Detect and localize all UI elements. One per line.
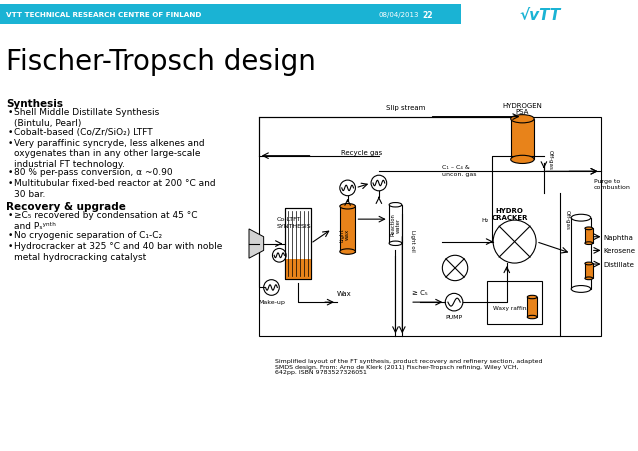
FancyBboxPatch shape (285, 259, 311, 279)
Ellipse shape (585, 277, 593, 280)
Ellipse shape (389, 203, 402, 207)
Text: •: • (8, 211, 13, 220)
Circle shape (493, 221, 536, 263)
FancyBboxPatch shape (487, 281, 542, 324)
Ellipse shape (340, 204, 355, 210)
Circle shape (442, 256, 468, 281)
FancyBboxPatch shape (0, 5, 623, 25)
Text: Very paraffinic syncryde, less alkenes and
oxygenates than in any other large-sc: Very paraffinic syncryde, less alkenes a… (13, 139, 204, 169)
Text: SYNTHESIS: SYNTHESIS (276, 224, 311, 229)
Text: 08/04/2013: 08/04/2013 (379, 12, 419, 18)
Text: Recycle gas: Recycle gas (341, 149, 382, 156)
Text: Light
wax: Light wax (339, 227, 350, 241)
Text: •: • (8, 242, 13, 251)
Text: H₂: H₂ (482, 218, 489, 223)
FancyBboxPatch shape (585, 229, 593, 244)
FancyBboxPatch shape (585, 264, 593, 279)
Text: Waxy raffinate: Waxy raffinate (493, 305, 536, 310)
Text: •: • (8, 168, 13, 177)
Text: Shell Middle Distillate Synthesis
(Bintulu, Pearl): Shell Middle Distillate Synthesis (Bintu… (13, 108, 159, 128)
Text: uncon. gas: uncon. gas (442, 172, 477, 177)
FancyBboxPatch shape (389, 205, 402, 244)
Ellipse shape (585, 227, 593, 230)
Ellipse shape (571, 215, 591, 221)
Text: PSA: PSA (516, 108, 529, 115)
Ellipse shape (571, 286, 591, 293)
Text: No cryogenic separation of C₁-C₂: No cryogenic separation of C₁-C₂ (13, 231, 162, 240)
Text: Make-up: Make-up (258, 299, 285, 304)
Ellipse shape (389, 242, 402, 246)
Text: Slip stream: Slip stream (385, 105, 425, 110)
Text: Multitubular fixed-bed reactor at 200 °C and
30 bar.: Multitubular fixed-bed reactor at 200 °C… (13, 179, 215, 198)
Text: CRACKER: CRACKER (491, 215, 528, 221)
FancyBboxPatch shape (510, 120, 534, 160)
Text: Co-LTFT: Co-LTFT (276, 217, 301, 222)
Text: •: • (8, 231, 13, 240)
Text: ≥ C₅: ≥ C₅ (412, 290, 427, 296)
Circle shape (371, 176, 387, 191)
Text: Distillate: Distillate (604, 262, 634, 267)
Text: Reaction
water: Reaction water (390, 213, 401, 236)
Text: ≥C₅ recovered by condensation at 45 °C
and Pₛʸⁿᵗʰ: ≥C₅ recovered by condensation at 45 °C a… (13, 211, 197, 230)
Text: 80 % per-pass conversion, α ~0.90: 80 % per-pass conversion, α ~0.90 (13, 168, 172, 177)
Text: HYDRO: HYDRO (496, 208, 524, 214)
Text: •: • (8, 128, 13, 137)
FancyBboxPatch shape (285, 209, 311, 279)
FancyBboxPatch shape (527, 297, 537, 318)
Ellipse shape (585, 262, 593, 265)
Text: Kerosene: Kerosene (604, 248, 635, 254)
Text: Cobalt-based (Co/Zr/SiO₂) LTFT: Cobalt-based (Co/Zr/SiO₂) LTFT (13, 128, 152, 137)
Text: •: • (8, 139, 13, 148)
Circle shape (263, 280, 279, 296)
Text: •: • (8, 179, 13, 188)
Text: VTT TECHNICAL RESEARCH CENTRE OF FINLAND: VTT TECHNICAL RESEARCH CENTRE OF FINLAND (6, 12, 201, 18)
Text: 22: 22 (423, 10, 433, 19)
Polygon shape (249, 230, 263, 258)
Text: Naphtha: Naphtha (604, 234, 634, 240)
Ellipse shape (510, 156, 534, 164)
Text: Wax: Wax (337, 290, 352, 297)
Text: C₁ – C₄ &: C₁ – C₄ & (442, 165, 470, 170)
Ellipse shape (510, 115, 534, 124)
Text: HYDROGEN: HYDROGEN (503, 102, 542, 109)
Text: Synthesis: Synthesis (6, 99, 63, 109)
Text: Off-gas: Off-gas (548, 149, 553, 169)
Circle shape (445, 294, 463, 311)
FancyBboxPatch shape (571, 218, 591, 290)
Ellipse shape (527, 316, 537, 319)
Text: Purge to
combustion: Purge to combustion (594, 179, 630, 189)
FancyBboxPatch shape (340, 207, 355, 252)
Text: Light oil: Light oil (410, 230, 415, 251)
Ellipse shape (585, 242, 593, 245)
Ellipse shape (527, 296, 537, 299)
Text: Hydrocracker at 325 °C and 40 bar with noble
metal hydrocracking catalyst: Hydrocracker at 325 °C and 40 bar with n… (13, 242, 222, 261)
Ellipse shape (340, 249, 355, 255)
Text: √vTT: √vTT (519, 8, 561, 23)
Circle shape (340, 181, 355, 196)
Text: •: • (8, 108, 13, 117)
Text: Fischer-Tropsch design: Fischer-Tropsch design (6, 48, 316, 76)
Text: PUMP: PUMP (445, 314, 463, 319)
Circle shape (272, 249, 286, 262)
Text: Recovery & upgrade: Recovery & upgrade (6, 202, 126, 212)
Text: Simplified layout of the FT synthesis, product recovery and refinery section, ad: Simplified layout of the FT synthesis, p… (276, 358, 543, 375)
Text: Off-gas: Off-gas (565, 210, 569, 230)
FancyBboxPatch shape (461, 5, 623, 25)
